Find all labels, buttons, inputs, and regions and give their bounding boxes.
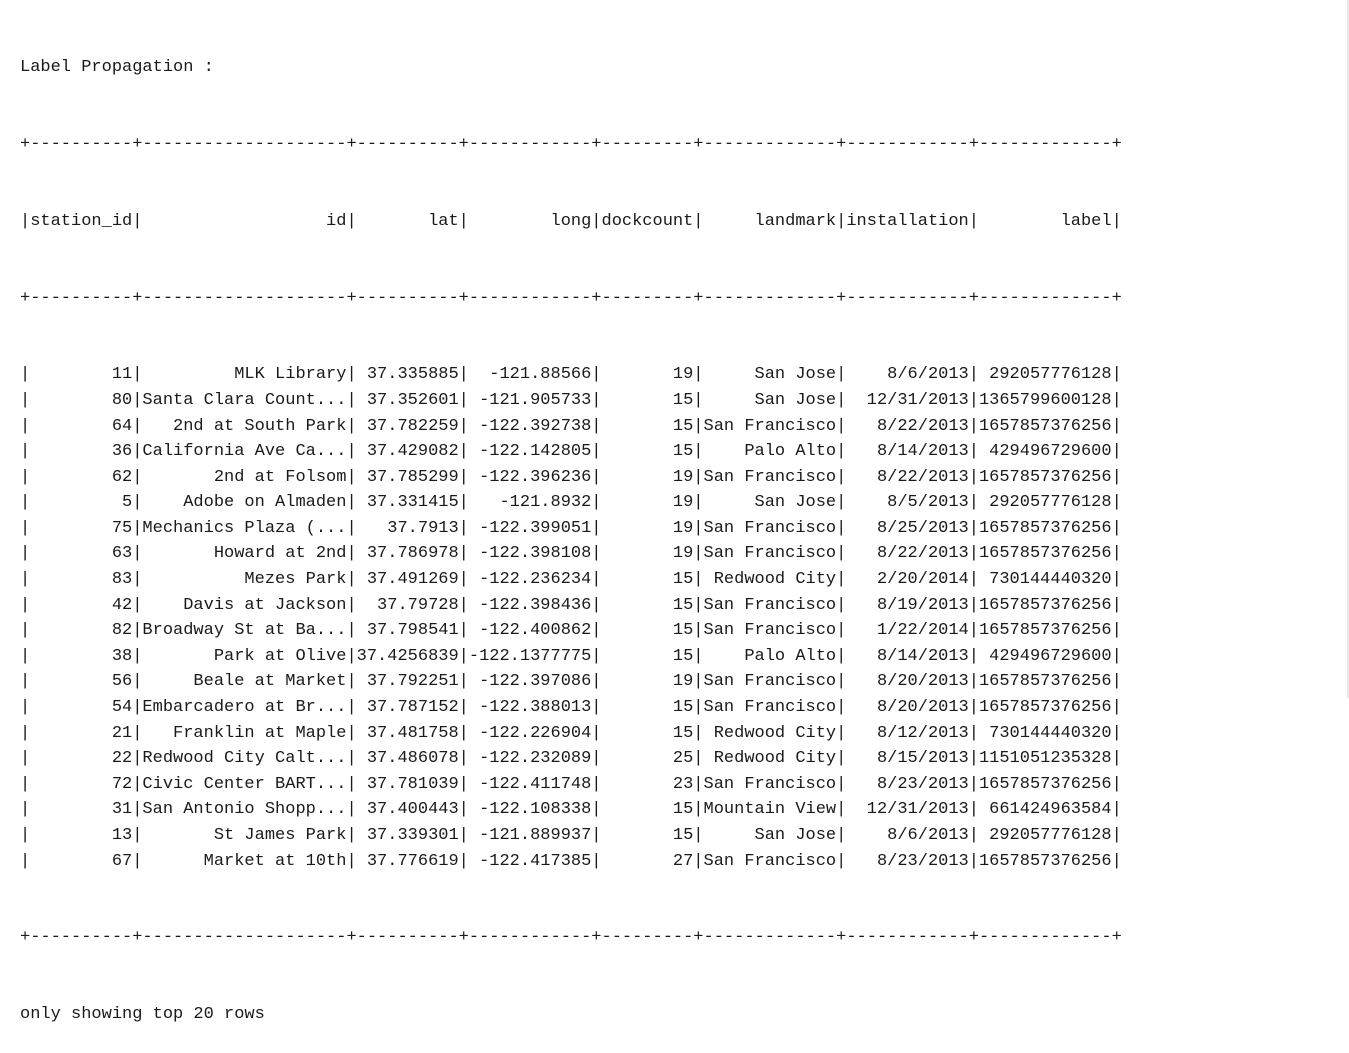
scroll-edge xyxy=(1347,0,1349,698)
table-row: | 82|Broadway St at Ba...| 37.798541| -1… xyxy=(20,621,1122,641)
table-row: | 21| Franklin at Maple| 37.481758| -122… xyxy=(20,723,1122,743)
table-row: | 64| 2nd at South Park| 37.782259| -122… xyxy=(20,416,1122,436)
table-row: | 42| Davis at Jackson| 37.79728| -122.3… xyxy=(20,595,1122,615)
output-footer: only showing top 20 rows xyxy=(20,1005,265,1025)
table-row: | 54|Embarcadero at Br...| 37.787152| -1… xyxy=(20,698,1122,718)
table-row: | 13| St James Park| 37.339301| -121.889… xyxy=(20,826,1122,845)
table-row: | 22|Redwood City Calt...| 37.486078| -1… xyxy=(20,749,1122,769)
table-row: | 67| Market at 10th| 37.776619| -122.41… xyxy=(20,851,1122,871)
table-header-row: |station_id| id| lat| long|dockcount| la… xyxy=(20,211,1122,231)
table-row: | 75|Mechanics Plaza (...| 37.7913| -122… xyxy=(20,518,1122,538)
console-output: Label Propagation : +----------+--------… xyxy=(20,4,1122,1053)
table-row: | 31|San Antonio Shopp...| 37.400443| -1… xyxy=(20,800,1122,820)
table-row: | 56| Beale at Market| 37.792251| -122.3… xyxy=(20,672,1122,692)
table-border-top: +----------+--------------------+-------… xyxy=(20,134,1122,154)
table-row: | 80|Santa Clara Count...| 37.352601| -1… xyxy=(20,390,1122,410)
table-row: | 72|Civic Center BART...| 37.781039| -1… xyxy=(20,774,1122,794)
table-row: | 5| Adobe on Almaden| 37.331415| -121.8… xyxy=(20,493,1122,513)
table-border-header: +----------+--------------------+-------… xyxy=(20,288,1122,308)
table-border-bottom: +----------+--------------------+-------… xyxy=(20,928,1122,948)
table-row: | 11| MLK Library| 37.335885| -121.88566… xyxy=(20,365,1122,385)
table-row: | 83| Mezes Park| 37.491269| -122.236234… xyxy=(20,570,1122,590)
table-row: | 62| 2nd at Folsom| 37.785299| -122.396… xyxy=(20,467,1122,487)
output-title: Label Propagation : xyxy=(20,58,214,78)
table-row: | 36|California Ave Ca...| 37.429082| -1… xyxy=(20,442,1122,462)
table-row: | 63| Howard at 2nd| 37.786978| -122.398… xyxy=(20,544,1122,564)
table-row: | 38| Park at Olive|37.4256839|-122.1377… xyxy=(20,646,1122,666)
table-body: | 11| MLK Library| 37.335885| -121.88566… xyxy=(20,362,1122,874)
